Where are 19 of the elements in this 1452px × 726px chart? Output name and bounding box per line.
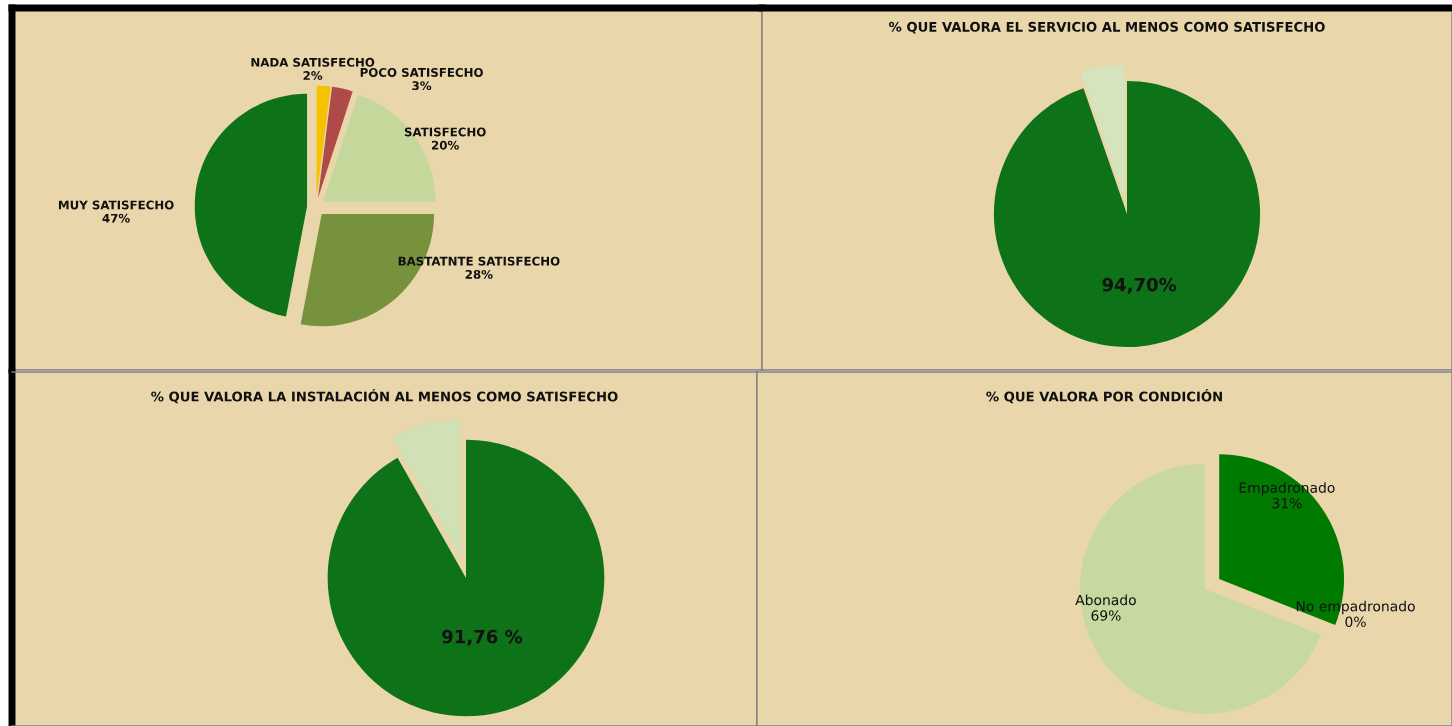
text: 0% [1345, 616, 1366, 628]
data-label: 94,70% [1102, 277, 1177, 294]
slice-label: Abonado [1075, 594, 1136, 606]
slice-label: BASTATNTE SATISFECHO [398, 256, 560, 266]
slice-label: NADA SATISFECHO [251, 57, 375, 67]
data-label: 2% [303, 71, 323, 80]
chart-title: % QUE VALORA EL SERVICIO AL MENOS COMO SATISFECHO [889, 21, 1325, 34]
chart-title: % QUE VALORA POR CONDICIÓN [986, 389, 1222, 404]
slice-label: MUY SATISFECHO [58, 200, 174, 210]
data-label: 91,76 % [442, 629, 523, 646]
data-label: 69% [1091, 610, 1121, 621]
slice-label: SATISFECHO [404, 127, 486, 137]
slice-label: POCO SATISFECHO [360, 67, 483, 77]
data-label: 31% [1272, 497, 1302, 509]
data-label: 47% [102, 213, 130, 223]
chart-title: % QUE VALORA LA INSTALACIÓN AL MENOS COMO SATISFECHO [151, 389, 618, 404]
data-label: 3% [412, 81, 432, 91]
data-label: 20% [431, 140, 459, 150]
data-label: 28% [465, 269, 493, 279]
